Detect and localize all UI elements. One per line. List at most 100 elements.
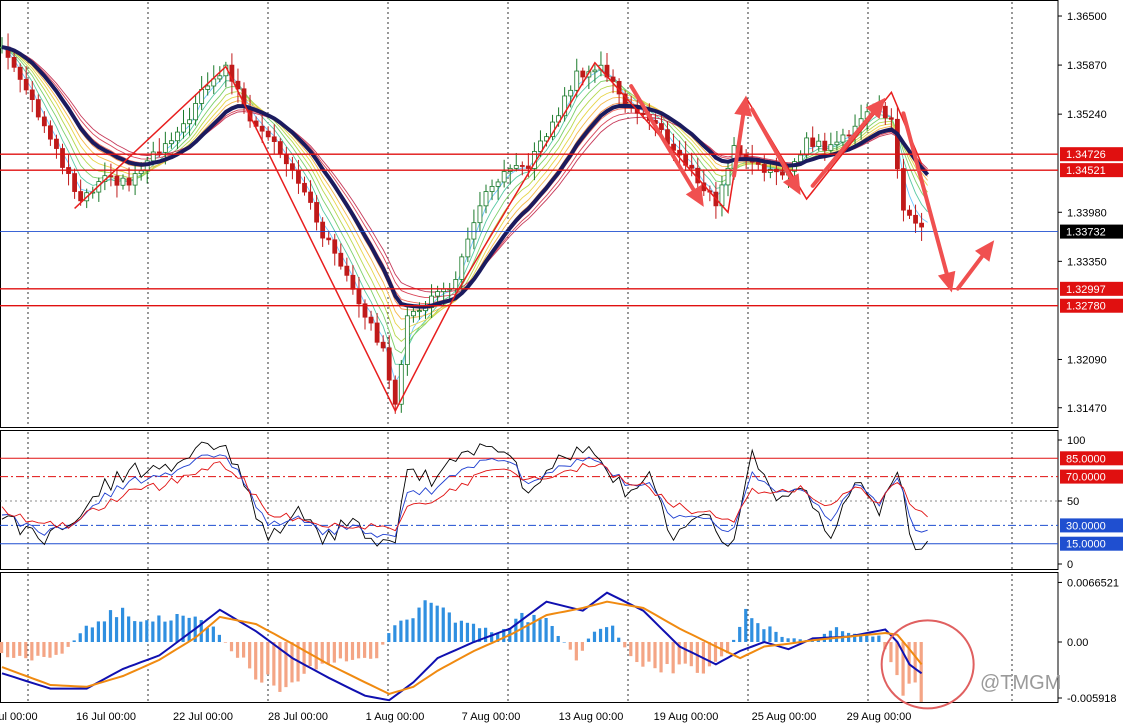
candle-body <box>804 137 810 156</box>
trend-arrow-shaft <box>629 84 696 192</box>
candle-body <box>525 165 531 169</box>
candle-body <box>162 143 168 153</box>
oscillator-stoch-blue-line <box>1 454 928 538</box>
macd-histogram-bar <box>586 638 591 642</box>
macd-histogram-bar <box>635 642 639 663</box>
macd-histogram-bar <box>871 636 875 642</box>
macd-histogram-bar <box>175 614 179 642</box>
macd-histogram-bar <box>671 642 675 674</box>
macd-histogram-bar <box>205 627 209 642</box>
macd-tick-label: 0.0066521 <box>1067 577 1119 589</box>
macd-histogram-bar <box>568 642 572 650</box>
trend-arrow-head <box>974 240 995 262</box>
macd-histogram-bar <box>121 607 125 642</box>
candle-body <box>513 165 519 169</box>
macd-histogram-bar <box>314 642 318 670</box>
macd-histogram-bar <box>629 642 633 657</box>
macd-histogram-bar <box>659 642 663 673</box>
macd-histogram-bar <box>12 642 16 658</box>
macd-histogram-bar <box>78 633 82 642</box>
macd-histogram-bar <box>484 627 488 642</box>
ribbon-ma-line <box>1 46 928 293</box>
x-tick-label: 25 Aug 00:00 <box>752 711 817 723</box>
candle-body <box>48 125 53 140</box>
macd-histogram-bar <box>774 631 778 642</box>
candle-body <box>138 170 144 175</box>
candle-body <box>780 171 785 176</box>
candle-body <box>810 137 816 147</box>
macd-histogram-bar <box>284 642 288 688</box>
macd-histogram-bar <box>102 621 107 642</box>
candle-body <box>332 239 338 254</box>
macd-histogram-bar <box>653 642 657 669</box>
candle-body <box>320 221 326 239</box>
macd-histogram-bar <box>332 642 336 663</box>
price-level-badge <box>1060 298 1123 313</box>
candle-body <box>538 140 543 152</box>
macd-histogram-bar <box>465 622 470 642</box>
macd-histogram-bar <box>157 615 161 642</box>
macd-histogram-bar <box>363 642 367 658</box>
candle-body <box>126 177 132 186</box>
candle-body <box>471 222 477 240</box>
x-tick-label: 29 Aug 00:00 <box>847 711 912 723</box>
candle-body <box>677 149 682 156</box>
candle-body <box>308 191 313 203</box>
candle-body <box>453 279 459 290</box>
candle-body <box>150 151 156 162</box>
macd-histogram-bar <box>713 642 718 662</box>
candle-body <box>888 117 894 120</box>
macd-histogram-bar <box>544 618 548 642</box>
macd-histogram-bar <box>381 642 385 645</box>
candle-body <box>338 252 344 267</box>
candle-body <box>265 130 271 138</box>
macd-histogram-bar <box>350 642 355 660</box>
candle-body <box>72 173 77 192</box>
oscillator-panel <box>0 441 1058 551</box>
macd-histogram-bar <box>853 633 857 642</box>
candle-body <box>495 181 501 187</box>
price-frame <box>0 0 1059 428</box>
oscillator-tick-label: 100 <box>1067 435 1085 447</box>
macd-histogram-bar <box>798 639 802 642</box>
macd-histogram-bar <box>447 612 451 642</box>
price-level-badge-text: 1.32997 <box>1066 284 1106 296</box>
candle-body <box>217 75 223 80</box>
candle-body <box>271 136 277 142</box>
macd-histogram-bar <box>641 642 645 667</box>
oscillator-stoch-red-line <box>1 461 928 532</box>
macd-histogram-bar <box>84 625 88 642</box>
oscillator-level-badge <box>1060 469 1123 484</box>
oscillator-level-badge-text: 85.0000 <box>1066 453 1106 465</box>
candle-body <box>181 123 186 133</box>
trend-arrow-shaft <box>732 113 746 178</box>
price-level-badge-text: 1.34521 <box>1066 165 1106 177</box>
candle-body <box>374 322 380 343</box>
grid: ul 00:00 16 Jul 00:00 22 Jul 00:00 28 Jul 0… <box>0 0 1059 723</box>
macd-histogram-bar <box>732 639 736 642</box>
macd-histogram-bar <box>139 621 143 642</box>
candle-body <box>574 70 580 91</box>
candle-body <box>235 80 241 90</box>
candle-body <box>302 182 307 193</box>
candle-body <box>23 79 29 91</box>
macd-histogram-bar <box>24 642 28 659</box>
macd-histogram-bar <box>181 615 185 642</box>
macd-histogram-bar <box>889 642 893 663</box>
macd-histogram-bar <box>665 642 669 665</box>
candle-body <box>459 256 465 280</box>
macd-histogram-bar <box>169 620 173 642</box>
candle-body <box>344 265 350 276</box>
candle-body <box>380 341 386 349</box>
macd-histogram-bar <box>738 626 742 642</box>
candle-body <box>410 310 416 317</box>
macd-histogram-bar <box>254 642 258 680</box>
trend-arrow-head <box>865 97 886 119</box>
ribbon-ma-line <box>1 46 928 354</box>
candle-body <box>120 177 126 186</box>
macd-histogram-bar <box>42 642 46 657</box>
macd-histogram-bar <box>550 625 554 642</box>
price-tick-label: 1.36500 <box>1067 11 1107 23</box>
candle-body <box>725 167 731 186</box>
